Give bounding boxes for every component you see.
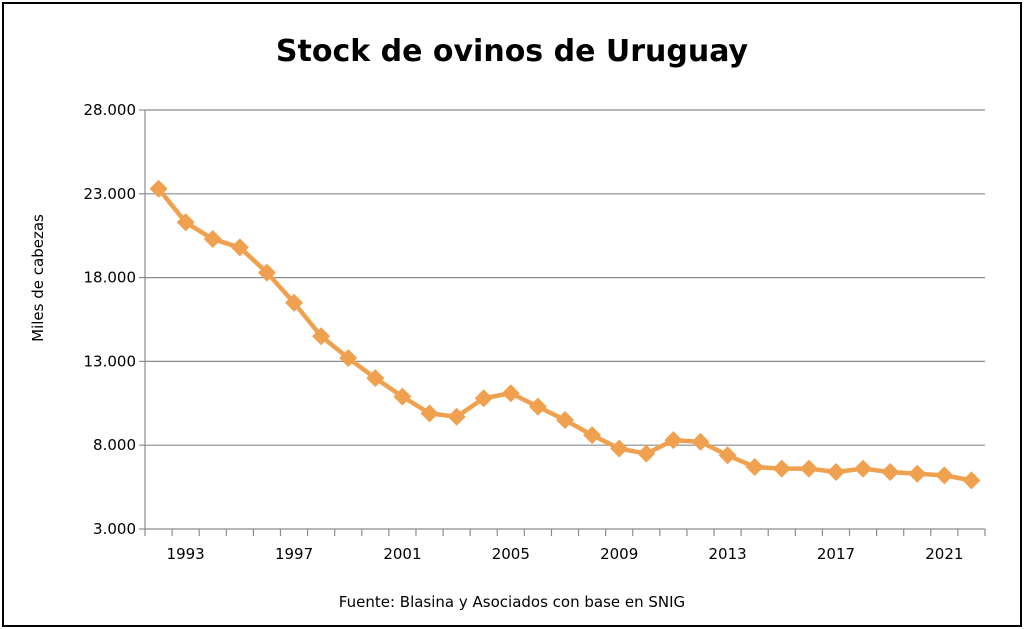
data-point-marker (826, 463, 845, 482)
x-tick-label: 2005 (492, 545, 530, 563)
y-tick-label: 13.000 (84, 352, 137, 370)
x-tick-label: 2013 (708, 545, 746, 563)
x-tick-label: 2001 (383, 545, 421, 563)
data-point-marker (339, 349, 358, 368)
x-tick-label: 2017 (817, 545, 855, 563)
data-point-marker (718, 446, 737, 465)
data-point-marker (528, 397, 547, 416)
data-point-marker (583, 426, 602, 445)
data-point-marker (203, 230, 222, 249)
chart-title: Stock de ovinos de Uruguay (275, 34, 749, 69)
x-tick-label: 2009 (600, 545, 638, 563)
data-point-marker (257, 263, 276, 282)
data-point-marker (149, 179, 168, 198)
data-point-marker (772, 459, 791, 478)
data-point-marker (664, 431, 683, 450)
data-point-marker (393, 387, 412, 406)
y-tick-labels: 3.000 8.000 13.000 18.000 23.000 28.000 (84, 101, 137, 538)
gridlines (145, 109, 985, 446)
axes (139, 109, 986, 536)
y-tick-label: 3.000 (93, 520, 136, 538)
data-point-marker (366, 369, 385, 388)
data-point-marker (176, 213, 195, 232)
data-point-marker (799, 459, 818, 478)
data-point-marker (610, 439, 629, 458)
source-note: Fuente: Blasina y Asociados con base en … (338, 593, 686, 611)
data-point-marker (881, 463, 900, 482)
y-tick-label: 18.000 (84, 269, 137, 287)
x-tick-labels: 1993 1997 2001 2005 2009 2013 2017 2021 (167, 545, 964, 563)
x-tick-label: 2021 (925, 545, 963, 563)
y-tick-label: 23.000 (84, 185, 137, 203)
data-point-marker (447, 407, 466, 426)
data-point-marker (474, 389, 493, 408)
data-point-marker (230, 238, 249, 257)
y-tick-label: 8.000 (93, 436, 136, 454)
data-point-marker (691, 432, 710, 451)
data-point-marker (285, 293, 304, 312)
series-line (156, 187, 972, 483)
data-point-marker (962, 471, 981, 490)
data-point-marker (854, 459, 873, 478)
data-point-marker (420, 404, 439, 423)
x-tick-label: 1997 (275, 545, 313, 563)
data-point-marker (908, 464, 927, 483)
data-series (149, 179, 981, 490)
data-point-marker (935, 466, 954, 485)
y-tick-label: 28.000 (84, 101, 137, 119)
data-point-marker (501, 384, 520, 403)
data-point-marker (556, 411, 574, 430)
x-tick-label: 1993 (167, 545, 205, 563)
data-point-marker (312, 327, 331, 346)
data-point-marker (637, 444, 656, 463)
data-point-marker (745, 457, 764, 476)
